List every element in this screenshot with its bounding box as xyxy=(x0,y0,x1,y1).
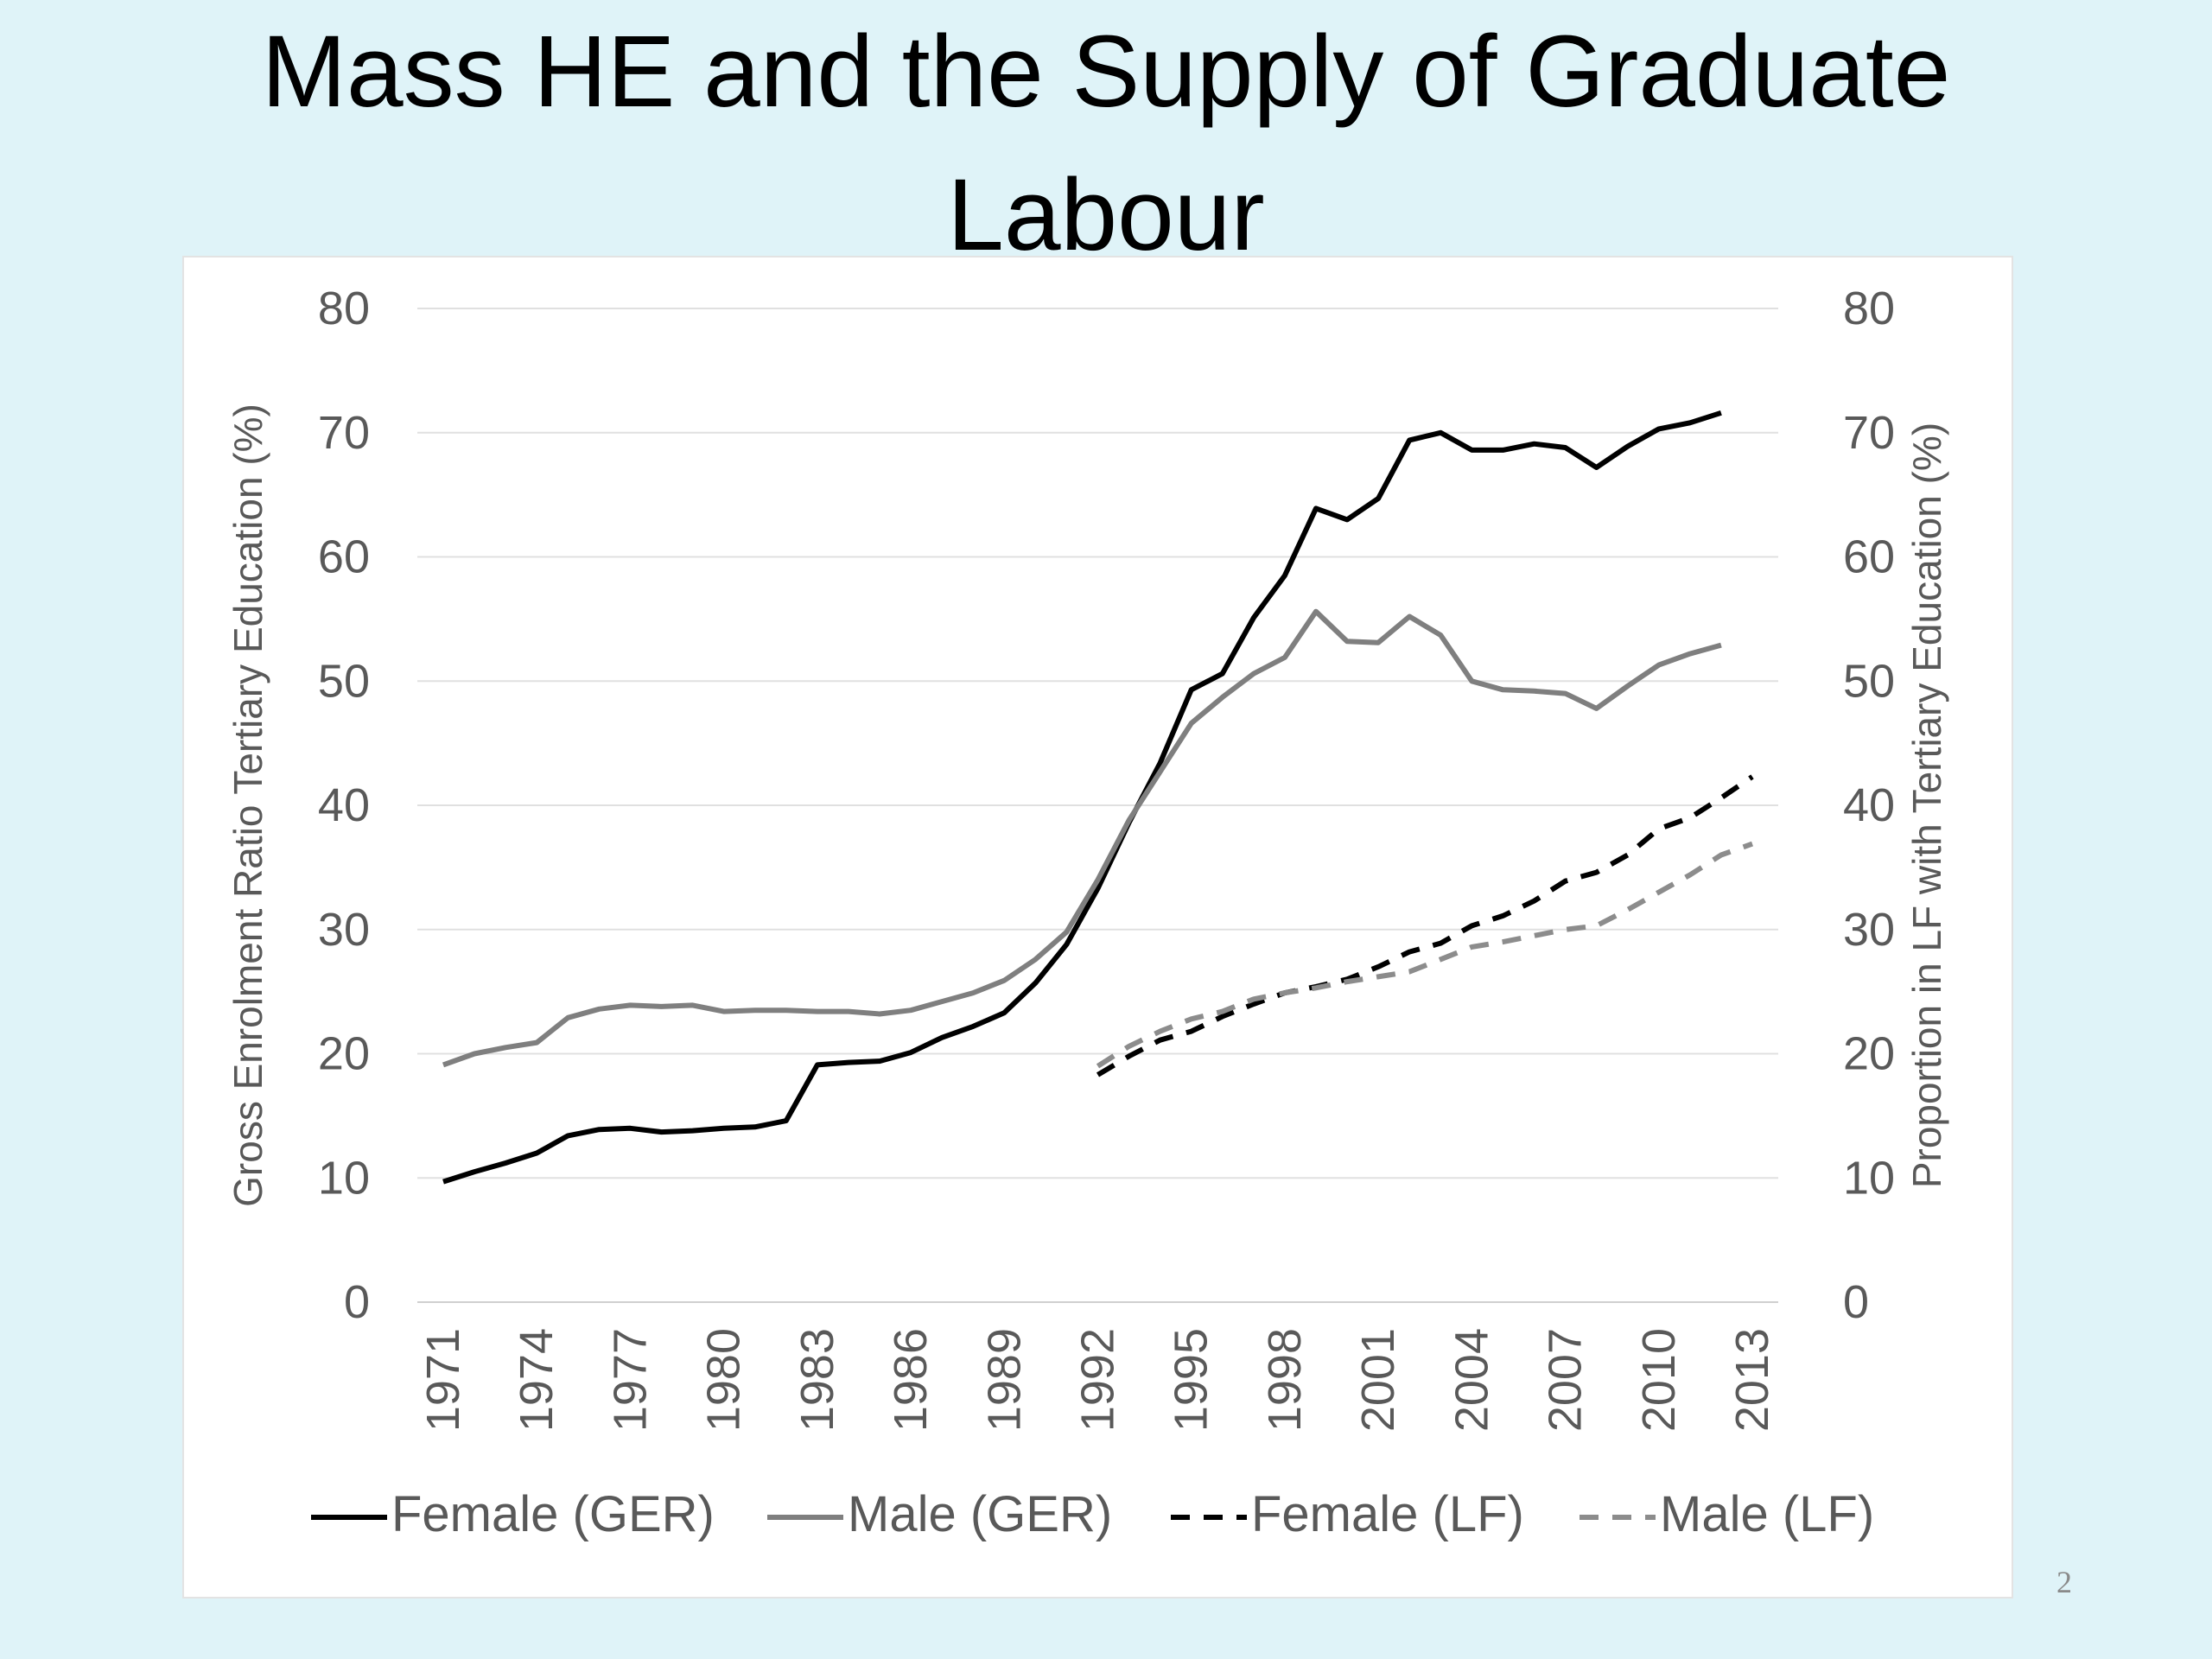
gridlines xyxy=(417,308,1778,1303)
x-tick-label: 1992 xyxy=(1072,1328,1124,1432)
x-tick-label: 1980 xyxy=(698,1328,750,1432)
y-tick-label-left: 70 xyxy=(318,407,370,459)
y-tick-label-right: 60 xyxy=(1843,531,1895,583)
legend-label: Male (LF) xyxy=(1660,1486,1874,1542)
x-tick-label: 2013 xyxy=(1726,1328,1778,1432)
y-tick-label-right: 80 xyxy=(1843,283,1895,334)
y-tick-label-left: 80 xyxy=(318,283,370,334)
y-tick-label-left: 10 xyxy=(318,1152,370,1204)
y-axis-title-left: Gross Enrolment Ratio Tertiary Education… xyxy=(226,404,270,1207)
chart-area: 0 0 10 10 20 20 30 30 40 40 50 50 60 60 70 70 80 80 1971 19… xyxy=(182,256,2013,1599)
series-line-2 xyxy=(442,608,1722,1068)
y-tick-label-left: 0 xyxy=(344,1276,370,1328)
y-tick-label-right: 20 xyxy=(1843,1028,1895,1080)
y-tick-label-left: 30 xyxy=(318,904,370,956)
axes: 0 0 10 10 20 20 30 30 40 40 50 50 60 60 70 70 80 80 1971 19… xyxy=(226,283,1949,1432)
legend: Female (GER) Male (GER) Female (LF) Male (L… xyxy=(311,1486,1874,1542)
series-line-3 xyxy=(1096,774,1754,1077)
line-chart: 0 0 10 10 20 20 30 30 40 40 50 50 60 60 70 70 80 80 1971 19… xyxy=(226,283,1949,1542)
y-tick-label-right: 30 xyxy=(1843,904,1895,956)
x-tick-label: 1974 xyxy=(511,1328,563,1432)
x-tick-label: 1977 xyxy=(604,1328,656,1432)
series-line-4 xyxy=(1096,841,1754,1069)
legend-label: Male (GER) xyxy=(848,1486,1112,1542)
y-tick-label-right: 50 xyxy=(1843,655,1895,707)
legend-label: Female (GER) xyxy=(391,1486,715,1542)
x-tick-label: 1986 xyxy=(885,1328,937,1432)
x-tick-label: 1989 xyxy=(978,1328,1030,1432)
x-tick-label: 2004 xyxy=(1446,1328,1497,1432)
y-tick-label-left: 50 xyxy=(318,655,370,707)
page-number: 2 xyxy=(2056,1565,2072,1599)
series-lines xyxy=(442,410,1754,1185)
x-tick-label: 1971 xyxy=(417,1328,469,1432)
series-line-1 xyxy=(442,410,1722,1185)
legend-label: Female (LF) xyxy=(1251,1486,1524,1542)
y-tick-label-left: 60 xyxy=(318,531,370,583)
x-tick-label: 1983 xyxy=(791,1328,843,1432)
y-tick-label-right: 40 xyxy=(1843,779,1895,831)
y-tick-label-right: 70 xyxy=(1843,407,1895,459)
x-tick-label: 1995 xyxy=(1166,1328,1217,1432)
slide-title: Mass HE and the Supply of Graduate Labou… xyxy=(261,15,1951,272)
x-tick-label: 2001 xyxy=(1352,1328,1404,1432)
x-tick-label: 1998 xyxy=(1259,1328,1311,1432)
y-tick-label-right: 0 xyxy=(1843,1276,1869,1328)
x-tick-label: 2010 xyxy=(1633,1328,1685,1432)
y-tick-label-left: 40 xyxy=(318,779,370,831)
y-tick-label-right: 10 xyxy=(1843,1152,1895,1204)
y-axis-title-right: Proportion in LF with Tertiary Education… xyxy=(1904,423,1949,1188)
y-tick-label-left: 20 xyxy=(318,1028,370,1080)
x-tick-label: 2007 xyxy=(1540,1328,1592,1432)
